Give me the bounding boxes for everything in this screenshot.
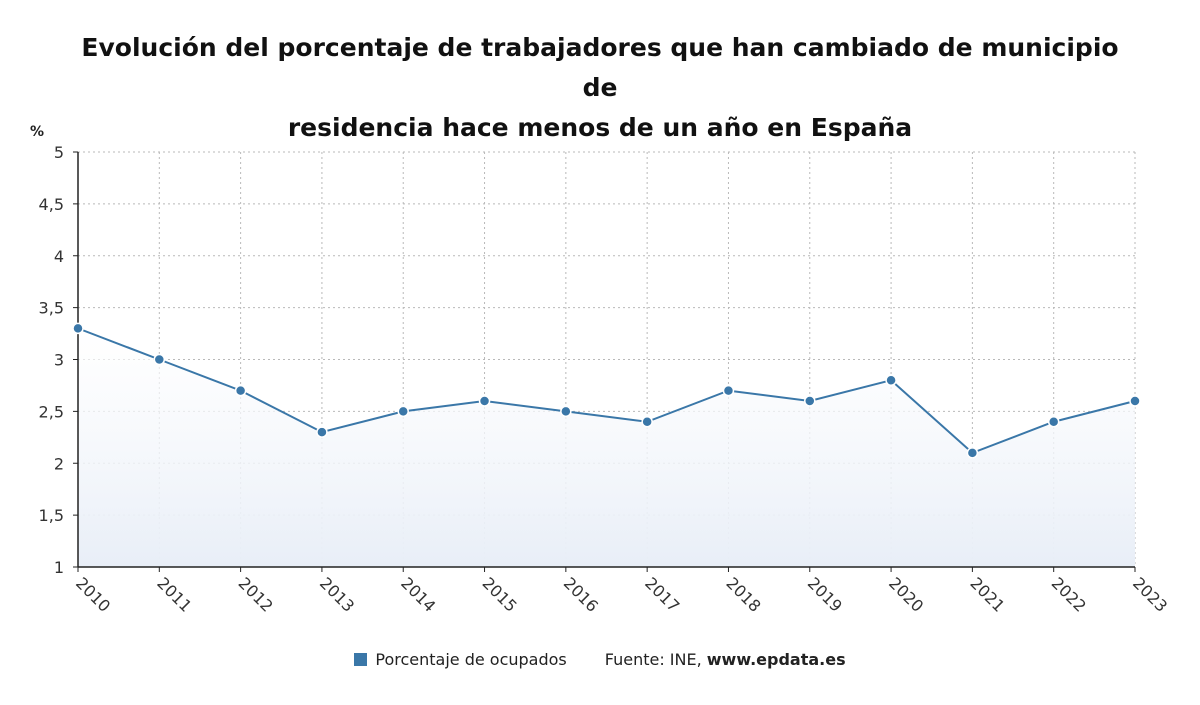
x-tick-label: 2018: [722, 574, 764, 616]
data-point-2011: [153, 353, 166, 366]
x-tick-label: 2012: [235, 574, 277, 616]
x-tick-label: 2019: [804, 574, 846, 616]
y-tick-label: 5: [54, 143, 64, 162]
y-tick-label: 2,5: [39, 402, 64, 421]
y-tick-label: 3,5: [39, 299, 64, 318]
y-tick-label: 3: [54, 351, 64, 370]
data-point-2012: [234, 384, 247, 397]
source-site: www.epdata.es: [706, 650, 846, 669]
chart-title-line-2: residencia hace menos de un año en Españ…: [287, 113, 913, 142]
legend-swatch: [354, 653, 368, 666]
y-tick-label: 1: [54, 558, 64, 577]
data-points: [72, 322, 1141, 459]
data-point-2016: [560, 405, 572, 418]
legend-series-label: Porcentaje de ocupados: [375, 650, 567, 669]
data-point-2015: [478, 395, 491, 407]
source-prefix: Fuente: INE,: [604, 650, 707, 669]
y-tick-label: 2: [54, 454, 64, 473]
series-area-fill: [78, 328, 1135, 567]
x-tick-label: 2017: [641, 574, 683, 616]
y-tick-labels: 1 1,5 2 2,5 3 3,5 4 4,5 5: [39, 143, 64, 577]
x-tick-label: 2014: [397, 574, 439, 616]
legend: Porcentaje de ocupados Fuente: INE, www.…: [0, 650, 1200, 669]
data-point-2010: [72, 322, 84, 335]
chart-title-line-1: Evolución del porcentaje de trabajadores…: [81, 33, 1119, 102]
x-tick-label: 2023: [1129, 574, 1171, 616]
source-text: Fuente: INE, www.epdata.es: [605, 650, 846, 669]
data-point-2020: [885, 374, 897, 386]
x-tick-label: 2015: [479, 574, 521, 616]
y-tick-label: 1,5: [39, 506, 64, 525]
chart-title: Evolución del porcentaje de trabajadores…: [60, 28, 1140, 148]
x-tick-label: 2022: [1048, 574, 1090, 616]
x-tick-label: 2010: [72, 574, 114, 616]
data-point-2019: [804, 395, 816, 407]
x-tick-label: 2013: [316, 574, 358, 616]
x-tick-labels: 2010 2011 2012 2013 2014 2015 2016 2017 2018 2019…: [72, 574, 1171, 616]
data-point-2017: [641, 416, 653, 428]
x-tick-label: 2011: [153, 574, 195, 616]
series-line: [77, 327, 1136, 455]
y-tick-label: 4: [54, 247, 64, 266]
y-tick-label: 4,5: [39, 195, 64, 214]
data-point-2014: [397, 405, 409, 418]
data-point-2023: [1129, 395, 1141, 407]
data-point-2018: [722, 384, 735, 397]
axes: [73, 151, 1136, 572]
data-point-2022: [1047, 416, 1060, 428]
x-tick-label: 2020: [885, 574, 927, 616]
data-point-2021: [966, 447, 979, 459]
y-axis-unit-label: %: [30, 124, 44, 140]
x-tick-label: 2021: [966, 574, 1008, 616]
x-tick-label: 2016: [560, 574, 602, 616]
data-point-2013: [316, 426, 328, 438]
